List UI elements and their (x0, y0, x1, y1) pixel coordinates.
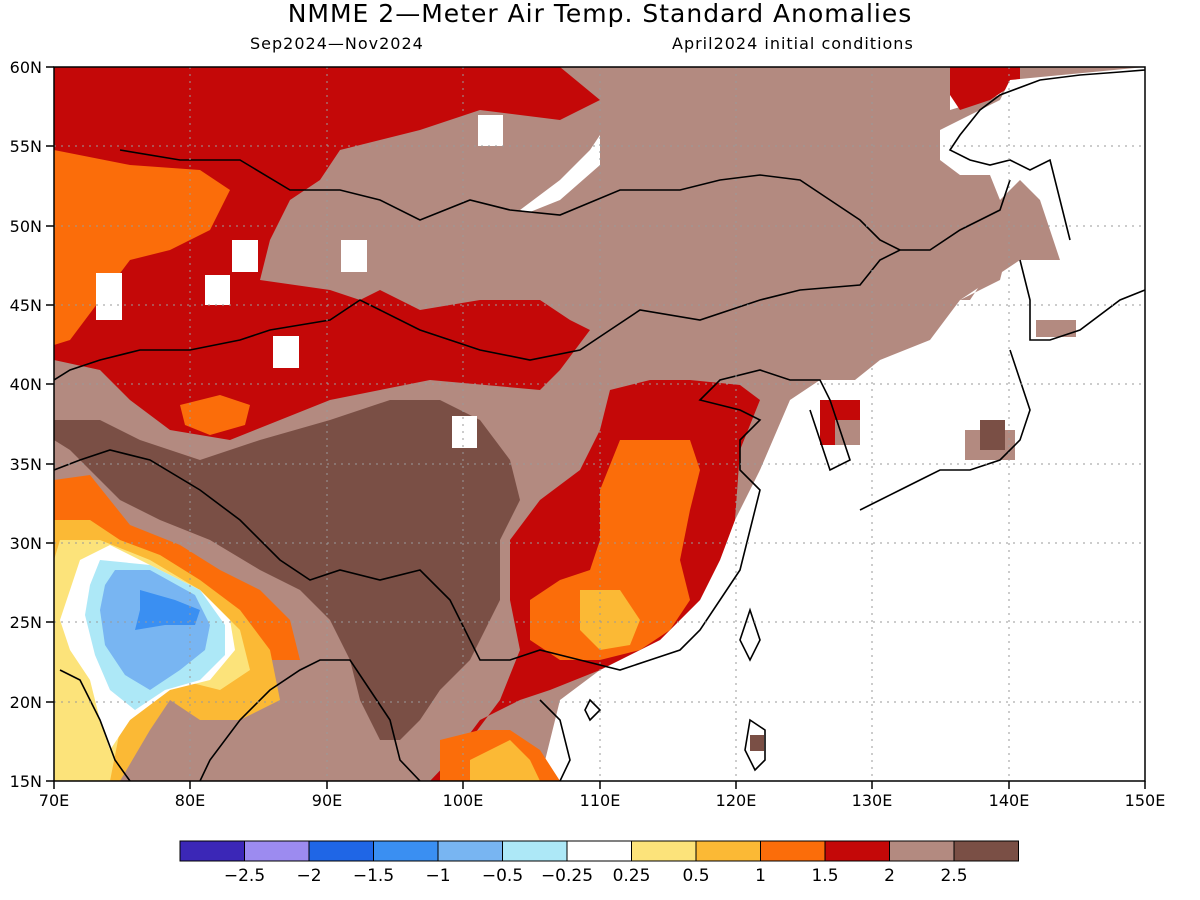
lon-label: 120E (716, 791, 757, 810)
lon-labels: 70E 80E 90E 100E 110E 120E 130E 140E 150… (39, 791, 1166, 810)
lake-cell (341, 240, 367, 272)
colorbar-label: 2 (884, 866, 895, 886)
lake-cell (232, 240, 258, 272)
colorbar-swatch (244, 840, 310, 862)
colorbar-swatch (502, 840, 568, 862)
colorbar-label: 2.5 (940, 866, 967, 886)
lon-label: 90E (312, 791, 342, 810)
lon-label: 80E (175, 791, 205, 810)
colorbar-swatch (695, 840, 761, 862)
lat-label: 55N (10, 137, 42, 156)
colorbar-label: −0.5 (482, 866, 523, 886)
tick-marks (46, 66, 1146, 789)
lat-label: 60N (10, 58, 42, 77)
colorbar-label: 0.25 (613, 866, 651, 886)
map-fill-layer (54, 67, 1145, 781)
colorbar-swatch (437, 840, 503, 862)
colorbar-swatch (824, 840, 890, 862)
region-light-blue-india (100, 570, 210, 690)
lake-cell (96, 273, 122, 320)
colorbar-label: 0.5 (682, 866, 709, 886)
colorbar-swatch (889, 840, 955, 862)
graticule (54, 67, 1145, 781)
region-orange-southeast (530, 440, 700, 660)
colorbar-swatch (179, 840, 245, 862)
region-tan-korea (835, 420, 860, 445)
colorbar-swatch (373, 840, 439, 862)
lon-label: 130E (852, 791, 893, 810)
lon-label: 150E (1125, 791, 1166, 810)
lat-label: 15N (10, 772, 42, 791)
colorbar-swatch (631, 840, 697, 862)
lake-baikal (520, 135, 600, 212)
lat-label: 25N (10, 613, 42, 632)
lake-cell (205, 275, 230, 305)
region-brown-japan (980, 420, 1005, 450)
colorbar-label: −1 (425, 866, 450, 886)
colorbar-label: −0.25 (541, 866, 593, 886)
lat-label: 20N (10, 693, 42, 712)
lat-label: 35N (10, 455, 42, 474)
colorbar-swatch (308, 840, 374, 862)
lat-label: 50N (10, 217, 42, 236)
region-blue-india (135, 590, 200, 630)
region-dark-brown (54, 400, 520, 740)
region-red-northeast (950, 67, 1020, 110)
colorbar-label: 1.5 (811, 866, 838, 886)
lon-label: 70E (39, 791, 69, 810)
colorbar-swatch (953, 840, 1019, 862)
lat-labels: 60N 55N 50N 45N 40N 35N 30N 25N 20N 15N (10, 58, 42, 791)
coastlines (54, 69, 1145, 781)
region-tan-hokkaido (1036, 320, 1076, 337)
colorbar (179, 840, 1019, 862)
lat-label: 40N (10, 375, 42, 394)
region-yellow-indochina (470, 740, 540, 781)
lake-cell (478, 115, 503, 146)
colorbar-label: −2 (296, 866, 321, 886)
colorbar-swatch (566, 840, 632, 862)
region-brown-taiwan (750, 735, 764, 751)
colorbar-label: −2.5 (224, 866, 265, 886)
lon-label: 140E (989, 791, 1030, 810)
forecast-period: Sep2024—Nov2024 (250, 34, 424, 53)
colorbar-label: −1.5 (353, 866, 394, 886)
lon-label: 110E (580, 791, 621, 810)
colorbar-labels: −2.5 −2 −1.5 −1 −0.5 −0.25 0.25 0.5 1 1.5 2 2.5 (224, 866, 968, 886)
colorbar-swatch (760, 840, 826, 862)
lake-cell (273, 336, 299, 368)
region-yellow-orange-south (580, 590, 640, 650)
region-orange-spot (180, 395, 250, 435)
colorbar-label: 1 (755, 866, 766, 886)
lon-label: 100E (443, 791, 484, 810)
lake-cell (452, 416, 477, 448)
lat-label: 45N (10, 296, 42, 315)
map-title: NMME 2—Meter Air Temp. Standard Anomalie… (287, 0, 913, 28)
initial-conditions: April2024 initial conditions (672, 34, 914, 53)
lat-label: 30N (10, 534, 42, 553)
region-sea-east (720, 260, 1145, 781)
